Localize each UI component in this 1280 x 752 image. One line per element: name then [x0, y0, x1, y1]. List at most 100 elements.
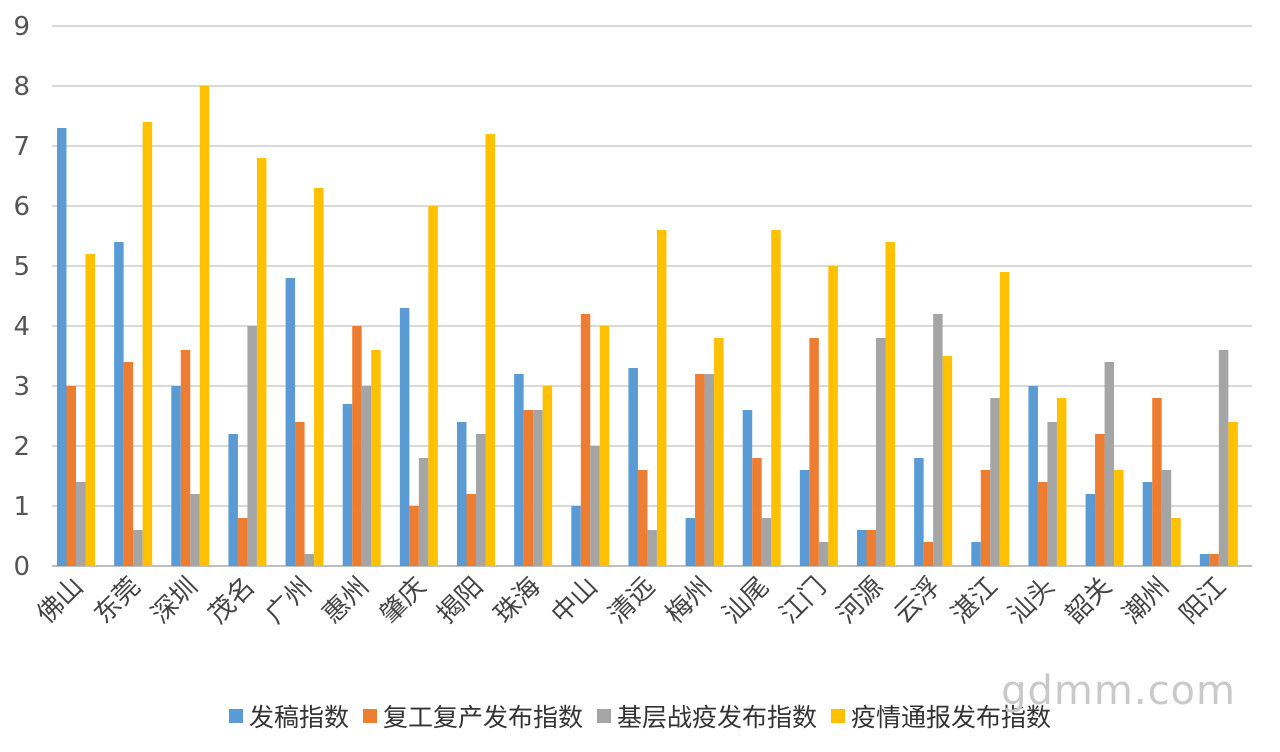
bar-深圳-series-3: [190, 494, 200, 566]
bar-惠州-series-2: [352, 326, 362, 566]
legend-swatch-series-3: [597, 709, 611, 723]
bar-揭阳-series-3: [476, 434, 486, 566]
bar-韶关-series-2: [1095, 434, 1105, 566]
bar-湛江-series-1: [971, 542, 981, 566]
x-label-中山: 中山: [546, 572, 604, 630]
bar-汕头-series-4: [1056, 398, 1067, 566]
bar-阳江-series-3: [1218, 350, 1229, 566]
x-label-汕尾: 汕尾: [717, 572, 775, 630]
bar-江门-series-2: [809, 338, 819, 566]
bar-深圳-series-1: [171, 386, 181, 566]
bar-佛山-series-3: [76, 482, 86, 566]
bar-揭阳-series-1: [457, 422, 467, 566]
bar-东莞-series-1: [114, 242, 124, 566]
x-label-潮州: 潮州: [1117, 572, 1175, 630]
bar-潮州-series-2: [1152, 398, 1162, 566]
bar-河源-series-4: [885, 242, 895, 566]
bar-潮州-series-4: [1171, 518, 1181, 566]
bar-广州-series-4: [314, 188, 324, 566]
y-tick-7: 7: [13, 132, 30, 162]
x-label-汕头: 汕头: [1003, 572, 1061, 630]
legend-item-series-2: 复工复产发布指数: [362, 698, 583, 734]
legend-item-series-1: 发稿指数: [228, 698, 349, 734]
bar-揭阳-series-2: [466, 494, 476, 566]
bar-清远-series-3: [647, 530, 657, 566]
x-label-阳江: 阳江: [1174, 572, 1232, 630]
bar-肇庆-series-4: [428, 206, 438, 566]
bar-汕尾-series-3: [761, 518, 772, 566]
bar-肇庆-series-3: [418, 458, 429, 566]
legend-item-series-4: 疫情通报发布指数: [831, 698, 1051, 734]
x-label-韶关: 韶关: [1060, 572, 1118, 630]
bar-韶关-series-3: [1104, 362, 1115, 566]
bar-韶关-series-4: [1114, 470, 1124, 566]
bar-东莞-series-2: [123, 362, 134, 566]
bar-茂名-series-2: [237, 518, 248, 566]
bar-潮州-series-1: [1142, 482, 1153, 566]
bar-阳江-series-2: [1209, 554, 1219, 566]
bar-揭阳-series-4: [485, 134, 495, 566]
bar-湛江-series-4: [999, 272, 1010, 566]
y-tick-3: 3: [13, 372, 30, 402]
bar-肇庆-series-2: [409, 506, 419, 566]
bar-汕尾-series-4: [771, 230, 781, 566]
bar-惠州-series-3: [361, 386, 372, 566]
bar-茂名-series-1: [228, 434, 238, 566]
x-label-清远: 清远: [603, 572, 661, 630]
legend-label-series-2: 复工复产发布指数: [382, 703, 583, 732]
legend-item-series-3: 基层战疫发布指数: [597, 698, 817, 734]
bar-广州-series-1: [285, 278, 296, 566]
bar-佛山-series-1: [57, 128, 67, 566]
x-label-惠州: 惠州: [317, 572, 375, 630]
bar-清远-series-2: [637, 470, 648, 566]
legend-swatch-series-2: [362, 709, 377, 723]
bar-惠州-series-1: [342, 404, 353, 566]
legend-swatch-series-1: [228, 709, 243, 723]
bar-清远-series-4: [656, 230, 667, 566]
bar-东莞-series-4: [142, 122, 153, 566]
bar-深圳-series-4: [199, 86, 210, 566]
bar-阳江-series-1: [1199, 554, 1210, 566]
x-label-湛江: 湛江: [946, 572, 1004, 630]
bar-珠海-series-3: [533, 410, 543, 566]
bar-惠州-series-4: [371, 350, 381, 566]
bar-中山-series-2: [580, 314, 591, 566]
bar-湛江-series-3: [990, 398, 1000, 566]
y-tick-4: 4: [13, 312, 30, 342]
bar-梅州-series-2: [695, 374, 705, 566]
bar-东莞-series-3: [133, 530, 143, 566]
y-axis-tick-labels: 0 1 2 3 4 5 6 7 8 9: [13, 12, 30, 582]
bar-梅州-series-1: [685, 518, 696, 566]
watermark: gdmm.com: [1001, 668, 1236, 714]
bar-深圳-series-2: [180, 350, 191, 566]
bar-肇庆-series-1: [399, 308, 410, 566]
bar-梅州-series-3: [704, 374, 715, 566]
x-label-河源: 河源: [832, 572, 890, 630]
x-label-茂名: 茂名: [203, 572, 261, 630]
legend-label-series-1: 发稿指数: [248, 703, 349, 732]
x-label-云浮: 云浮: [889, 572, 947, 630]
bar-汕头-series-3: [1047, 422, 1057, 566]
bar-江门-series-4: [828, 266, 838, 566]
bar-珠海-series-4: [542, 386, 553, 566]
bar-中山-series-1: [571, 506, 581, 566]
bar-潮州-series-3: [1161, 470, 1172, 566]
bar-云浮-series-2: [923, 542, 934, 566]
bar-广州-series-2: [295, 422, 305, 566]
bar-韶关-series-1: [1085, 494, 1096, 566]
bar-云浮-series-1: [914, 458, 924, 566]
bar-阳江-series-4: [1228, 422, 1238, 566]
bar-江门-series-1: [799, 470, 810, 566]
y-tick-2: 2: [13, 432, 30, 462]
x-label-江门: 江门: [774, 572, 832, 630]
bar-河源-series-2: [866, 530, 876, 566]
x-axis-category-labels: 佛山 东莞 深圳 茂名 广州 惠州 肇庆 揭阳 珠海 中山 清远 梅州 汕尾 江门 河源 云浮 湛江 汕头 韶关 潮州…: [32, 572, 1233, 630]
bar-珠海-series-1: [514, 374, 524, 566]
legend-label-series-3: 基层战疫发布指数: [617, 703, 818, 732]
y-tick-5: 5: [13, 252, 30, 282]
y-tick-6: 6: [13, 192, 30, 222]
bar-佛山-series-4: [85, 254, 95, 566]
legend-swatch-series-4: [831, 709, 846, 723]
bar-中山-series-3: [590, 446, 600, 566]
bar-汕尾-series-1: [742, 410, 753, 566]
